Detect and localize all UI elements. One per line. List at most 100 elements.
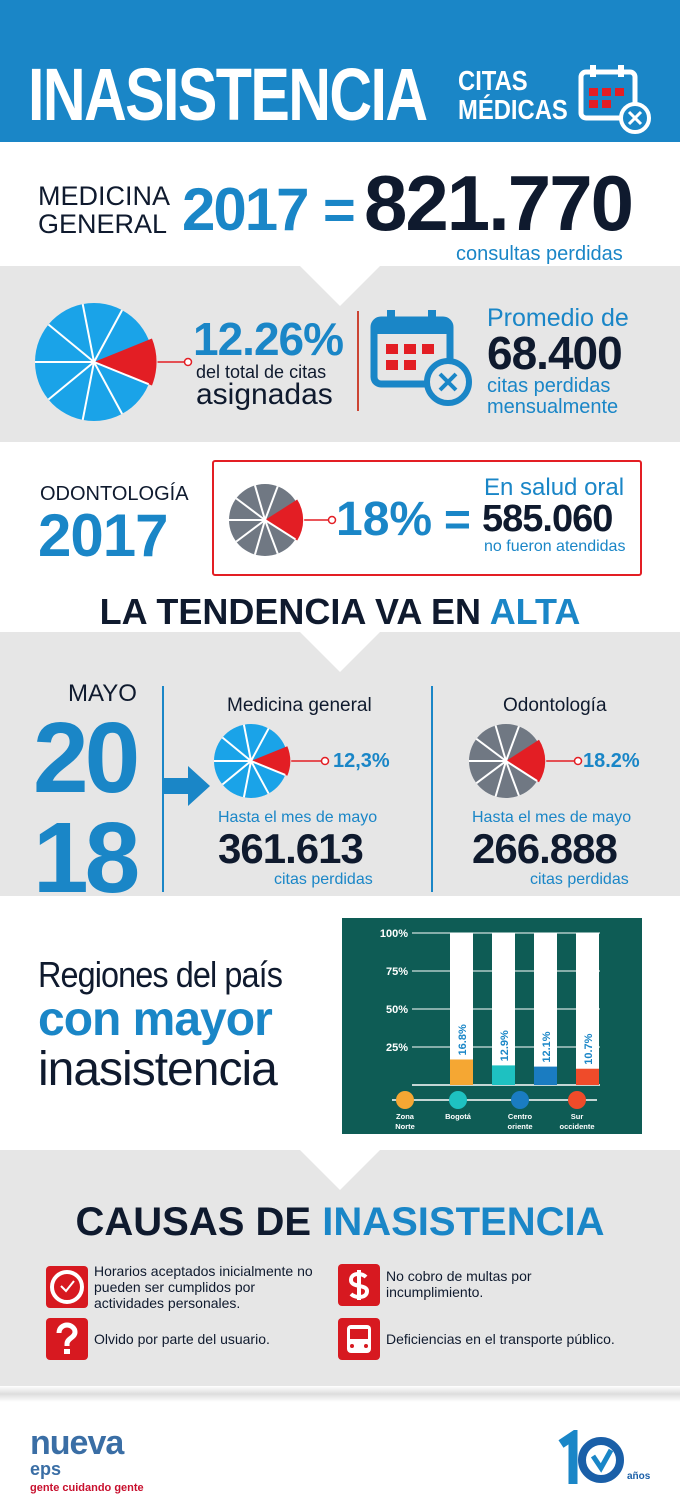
pie-segment-line (494, 725, 507, 762)
odontologia-box: 18% = En salud oral 585.060 no fueron at… (212, 460, 642, 576)
tendencia-title: LA TENDENCIA VA EN ALTA (0, 594, 680, 630)
month-label: MAYO (68, 680, 137, 707)
pie-slice-highlight (94, 338, 157, 386)
bar-track (576, 933, 599, 1085)
percent-value: 12.26% (193, 313, 344, 365)
label-line: GENERAL (38, 209, 168, 239)
odontologia-value: 266.888 (472, 825, 618, 872)
consultas-perdidas-caption: consultas perdidas (456, 243, 623, 265)
y-tick-label: 100% (380, 928, 408, 940)
pie-segment-line (221, 760, 252, 786)
pie-chart-odontologia-2018 (469, 724, 583, 798)
odontologia-year: 2017 (38, 502, 168, 569)
pie-segment-line (221, 736, 252, 762)
pie-segment-line (81, 361, 95, 421)
bar-track (450, 933, 473, 1085)
pie-segment-line (250, 727, 270, 762)
bar-data-label: 12.9% (499, 1030, 511, 1061)
pie-segment-line (253, 519, 266, 555)
anniv-text: años (627, 1471, 651, 1482)
title-highlight: ALTA (489, 591, 581, 632)
heading-line: con mayor (38, 993, 273, 1046)
divider (357, 311, 359, 411)
salud-oral-label: En salud oral (484, 474, 625, 501)
ten-years-icon (558, 1427, 624, 1484)
bar-chart: 100% 75% 50% 25% 16.8% 12.9% 12.1% 10.7% ZonaNor… (342, 918, 642, 1134)
pie-segment-line (242, 724, 252, 762)
category-label: Centro (508, 1112, 533, 1121)
legend-dot (449, 1091, 467, 1109)
pie-chart-medicina-2018 (214, 724, 330, 798)
year-part: 18 (33, 802, 140, 914)
causa-text: Olvido por parte del usuario. (94, 1331, 270, 1347)
pie-segment-line (505, 760, 538, 782)
medicina-caption: citas perdidas (274, 871, 373, 888)
pie-segment-line (494, 760, 507, 797)
y-tick-label: 25% (386, 1042, 408, 1054)
bus-icon (338, 1318, 380, 1360)
category-label: Bogotá (445, 1112, 472, 1121)
year-2017: 2017 (182, 176, 309, 243)
pie-segment-line (93, 361, 150, 386)
pie-segment-line (47, 361, 95, 401)
label-line: MEDICINA (38, 181, 171, 211)
divider (0, 1386, 680, 1402)
divider (431, 686, 433, 892)
logo-text: nueva (30, 1424, 124, 1462)
bar-track (492, 933, 515, 1085)
question-icon (46, 1318, 88, 1360)
title-text: CAUSAS DE (75, 1200, 323, 1244)
consultas-perdidas-value: 821.770 (364, 159, 634, 247)
calendar-x-icon (578, 65, 651, 134)
percent-caption: asignadas (196, 378, 333, 411)
subtitle-line: CITAS (458, 65, 528, 96)
medicina-general-label: MEDICINA GENERAL (38, 182, 170, 238)
pie-segment-line (235, 497, 266, 521)
pie-segment-line (505, 725, 520, 762)
medicina-stats-section: 12.26% del total de citas asignadas Prom… (0, 266, 680, 442)
pie-segment-line (250, 760, 270, 795)
bar (534, 1066, 557, 1085)
odontologia-percent: 18.2% (583, 750, 640, 772)
y-tick-label: 75% (386, 966, 408, 978)
pie-segment-line (475, 738, 507, 762)
pie-leader-dot (573, 756, 583, 766)
promedio-value: 68.400 (487, 327, 623, 379)
legend-dot (511, 1091, 529, 1109)
arrow-right-icon (162, 766, 210, 806)
category-label: Sur (571, 1112, 584, 1121)
hasta-label: Hasta el mes de mayo (472, 809, 632, 826)
pie-segment-line (264, 519, 279, 555)
title-highlight: INASISTENCIA (322, 1200, 605, 1244)
clock-icon (46, 1266, 88, 1308)
bar-track (534, 933, 557, 1085)
nueva-eps-logo: nueva eps gente cuidando gente (30, 1426, 144, 1494)
pie-segment-line (235, 519, 266, 543)
mayo-2018-section: MAYO 20 18 Medicina general 12,3% Hasta e… (0, 632, 680, 908)
pie-segment-line (505, 760, 520, 797)
pie-segment-line (264, 485, 279, 521)
pie-leader-dot (183, 357, 193, 367)
calendar-x-icon (370, 310, 472, 406)
caption-line: mensualmente (487, 396, 619, 418)
odontologia-caption: no fueron atendidas (484, 538, 626, 555)
causas-section: CAUSAS DE INASISTENCIA Horarios aceptado… (0, 1150, 680, 1386)
bar (492, 1065, 515, 1085)
promedio-label: Promedio de (487, 304, 629, 332)
pie-segment-line (93, 361, 123, 415)
legend-dot (396, 1091, 414, 1109)
header-banner: INASISTENCIA CITAS MÉDICAS (0, 0, 680, 142)
y-tick-label: 50% (386, 1004, 408, 1016)
causa-text: Deficiencias en el transporte público. (386, 1331, 615, 1347)
odontologia-label: ODONTOLOGÍA (40, 483, 189, 505)
medicina-title: Medicina general (227, 695, 372, 716)
pie-segment-line (264, 519, 296, 541)
heading-line: Regiones del país (38, 954, 283, 995)
pie-leader-dot (327, 515, 337, 525)
anniversary-logo: años (555, 1427, 665, 1490)
pie-slice-highlight (265, 499, 304, 541)
pie-chart-odontologia (229, 484, 337, 556)
equals-sign: = (323, 178, 356, 241)
dollar-icon (338, 1264, 380, 1306)
legend-dot (568, 1091, 586, 1109)
